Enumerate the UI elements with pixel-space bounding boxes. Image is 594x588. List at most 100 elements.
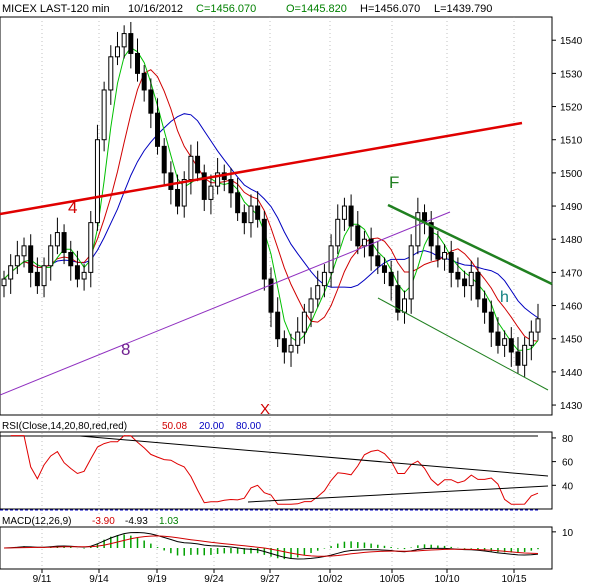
candle-body (388, 271, 394, 287)
candle-body (34, 271, 40, 287)
date-tick-label: 10/15 (501, 574, 526, 585)
rsi-title: RSI(Close,14,20,80,red,red) (2, 421, 127, 432)
close-label: C=1456.070 (196, 3, 256, 15)
candle-body (295, 331, 301, 346)
candle-body (442, 251, 448, 260)
candle-body (28, 245, 34, 273)
rsi-line (10, 435, 539, 505)
price-tick-label: 1510 (560, 136, 583, 147)
date-tick-label: 9/19 (147, 574, 167, 585)
price-tick-label: 1520 (560, 103, 583, 114)
rsi-tick-label: 80 (562, 434, 574, 445)
candle-body (488, 311, 494, 333)
candle-body (308, 298, 314, 313)
price-tick-label: 1440 (560, 368, 583, 379)
candle-body (462, 278, 468, 287)
candle-body (375, 255, 381, 267)
candle-body (208, 185, 214, 200)
candle-body (61, 232, 67, 253)
rsi-trend-upper (79, 435, 549, 477)
date-tick-label: 9/14 (89, 574, 109, 585)
candle-body (121, 33, 127, 48)
channel-upper (387, 203, 553, 286)
candle-body (475, 271, 481, 300)
price-axis: 1430 1440 1450 1460 1470 1480 1490 1500 1510 1520… (552, 36, 583, 412)
rsi-high-level: 80.00 (236, 421, 261, 432)
candle-body (268, 278, 274, 313)
candles (1, 21, 541, 377)
candle-body (482, 298, 488, 313)
candle-body (14, 255, 20, 267)
candle-body (468, 271, 474, 287)
candle-body (348, 205, 354, 227)
candle-body (241, 212, 247, 224)
macd-panel-frame (0, 526, 553, 570)
macd-title: MACD(12,26,9) (2, 516, 71, 527)
wave-label-f: F (389, 173, 399, 192)
wave-label-8: 8 (121, 340, 130, 359)
rsi-low-level: 20.00 (199, 421, 224, 432)
macd-tick-label: 10 (562, 528, 574, 539)
rsi-trend-lower (247, 485, 549, 503)
candle-body (261, 218, 267, 280)
candle-body (201, 172, 207, 200)
rsi-tick-label: 60 (562, 458, 574, 469)
candle-body (515, 351, 521, 366)
rsi-value: 50.08 (162, 421, 187, 432)
candle-body (101, 89, 107, 141)
price-tick-label: 1460 (560, 302, 583, 313)
candle-body (381, 265, 387, 273)
rsi-axis: 40 60 80 (552, 434, 574, 492)
candle-body (188, 155, 194, 181)
candle-body (355, 225, 361, 247)
candle-body (41, 265, 47, 287)
wave-label-h: h (500, 289, 509, 306)
candle-body (301, 311, 307, 333)
candle-body (195, 155, 201, 174)
candle-body (288, 344, 294, 353)
candle-body (508, 338, 514, 353)
macd-axis: 10 (552, 528, 574, 539)
candle-body (54, 232, 60, 247)
candle-body (88, 222, 94, 273)
candle-body (148, 89, 154, 114)
candle-body (522, 344, 528, 366)
candle-body (141, 72, 147, 91)
high-label: H=1456.070 (360, 3, 420, 15)
date-tick-label: 9/24 (204, 574, 224, 585)
candle-body (402, 298, 407, 313)
candle-body (108, 56, 114, 91)
low-label: L=1439.790 (434, 3, 492, 15)
candle-body (168, 172, 174, 190)
candle-body (21, 245, 27, 257)
candle-body (535, 318, 541, 333)
candle-body (275, 311, 281, 340)
candle-body (68, 251, 74, 267)
rsi-header: RSI(Close,14,20,80,red,red) 50.08 20.00 … (2, 421, 261, 432)
price-tick-label: 1470 (560, 268, 583, 279)
candle-body (81, 271, 87, 280)
candle-body (435, 245, 441, 260)
candle-body (181, 179, 187, 207)
candle-body (428, 222, 434, 247)
candle-body (361, 238, 367, 247)
macd-header: MACD(12,26,9) -3.90 -4.93 1.03 (2, 516, 179, 527)
candle-body (94, 139, 100, 224)
candle-body (128, 33, 134, 54)
macd-line (3, 531, 539, 560)
candle-body (408, 245, 414, 300)
price-tick-label: 1530 (560, 69, 583, 80)
candle-body (368, 238, 374, 257)
candle-body (528, 331, 534, 346)
date-axis: 9/11 9/14 9/19 9/24 9/27 10/02 10/05 10/10 10/15 (33, 569, 527, 585)
red-trendline (0, 121, 523, 216)
candle-body (161, 145, 167, 174)
purple-trendline (0, 211, 451, 396)
candle-body (502, 338, 508, 346)
date-tick-label: 9/11 (33, 574, 52, 585)
date-tick-label: 9/27 (260, 574, 280, 585)
candle-body (315, 285, 321, 300)
price-tick-label: 1450 (560, 335, 583, 346)
macd-value-2: -4.93 (125, 516, 148, 527)
price-tick-label: 1430 (560, 401, 583, 412)
